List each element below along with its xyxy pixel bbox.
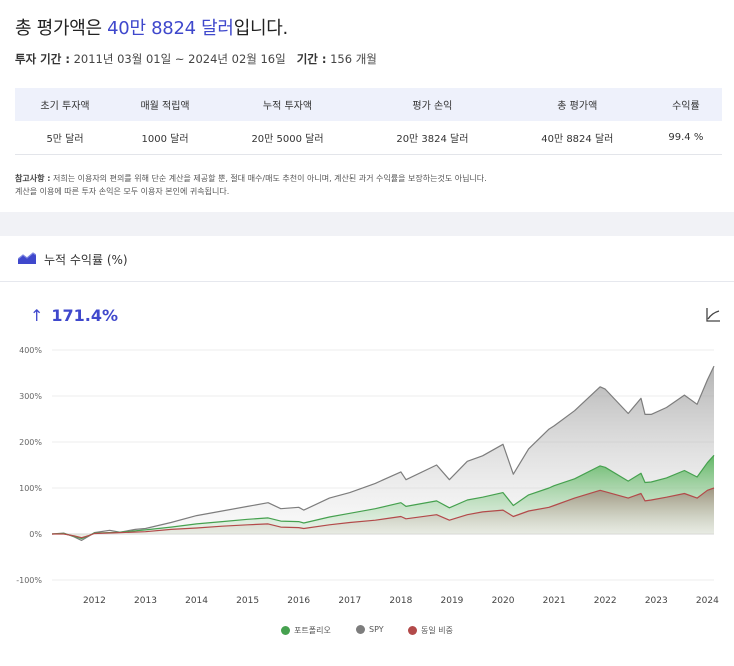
chart-areas <box>52 366 714 541</box>
cumulative-return-chart: 400% 300% 200% 100% 0% -100% 2012 2013 2014 2015… <box>16 346 719 606</box>
x-axis-ticks: 2012 2013 2014 2015 2016 2017 2018 2019 2020 2021… <box>83 596 719 606</box>
headline-prefix: 총 평가액은 <box>15 18 108 39</box>
chart-card: 누적 수익률 (%) 400% 300% 200% 100% 0% -100% 2012 2… <box>0 236 734 666</box>
y-tick-label: 0% <box>29 530 42 539</box>
x-tick-label: 2014 <box>185 596 208 606</box>
header-initial-investment: 초기 투자액 <box>15 88 116 121</box>
legend-portfolio-dot <box>281 626 290 635</box>
legend-item-portfolio[interactable]: 포트폴리오 <box>281 625 331 636</box>
y-tick-label: 300% <box>19 392 42 401</box>
x-tick-label: 2018 <box>389 596 412 606</box>
period-value: 2011년 03월 01일 ~ 2024년 02월 16일 <box>69 52 286 66</box>
x-tick-label: 2022 <box>594 596 617 606</box>
note-line-1: 저희는 이용자의 편의를 위해 단순 계산을 제공할 뿐, 절대 매수/매도 추… <box>50 174 487 183</box>
investment-period: 투자 기간 : 2011년 03월 01일 ~ 2024년 02월 16일 기간… <box>15 51 377 67</box>
duration-value: 156 개월 <box>326 52 377 66</box>
cell-return-rate: 99.4 % <box>649 121 722 155</box>
note-label: 참고사항 : <box>15 174 51 183</box>
cell-initial-investment: 5만 달러 <box>15 121 116 155</box>
y-tick-label: 100% <box>19 484 42 493</box>
chart-title: 누적 수익률 (%) <box>44 253 128 267</box>
chart-header: 누적 수익률 (%) <box>0 236 734 282</box>
x-tick-label: 2023 <box>645 596 668 606</box>
legend-spy-dot <box>356 625 365 634</box>
cell-total-invested: 20만 5000 달러 <box>215 121 360 155</box>
cell-profit-loss: 20만 3824 달러 <box>359 121 505 155</box>
x-tick-label: 2017 <box>338 596 361 606</box>
x-tick-label: 2015 <box>236 596 259 606</box>
cell-total-value: 40만 8824 달러 <box>504 121 650 155</box>
up-arrow-icon: ↑ <box>30 306 44 325</box>
legend-item-equal-weight[interactable]: 동일 비중 <box>408 625 453 636</box>
x-tick-label: 2021 <box>543 596 566 606</box>
x-tick-label: 2016 <box>287 596 310 606</box>
x-tick-label: 2012 <box>83 596 106 606</box>
legend-equal-weight-dot <box>408 626 417 635</box>
total-value: 40만 8824 달러 <box>107 18 234 39</box>
y-tick-label: 400% <box>19 346 42 355</box>
note-line-2: 계산을 이용에 따른 투자 손익은 모두 이용자 본인에 귀속됩니다. <box>15 187 230 196</box>
equal-weight-area <box>52 488 714 538</box>
y-tick-label: -100% <box>16 576 42 585</box>
y-tick-label: 200% <box>19 438 42 447</box>
area-chart-icon <box>18 252 36 264</box>
cumulative-return-value: 171.4% <box>51 306 119 325</box>
duration-label: 기간 : <box>296 52 327 66</box>
header-profit-loss: 평가 손익 <box>359 88 505 121</box>
cell-monthly-contribution: 1000 달러 <box>115 121 216 155</box>
x-tick-label: 2020 <box>492 596 515 606</box>
portfolio-line <box>51 454 715 540</box>
total-value-headline: 총 평가액은 40만 8824 달러입니다. <box>15 14 288 40</box>
x-tick-label: 2013 <box>134 596 157 606</box>
legend-spy-label: SPY <box>369 625 384 634</box>
equal-weight-line <box>52 487 715 539</box>
legend-equal-weight-label: 동일 비중 <box>421 626 453 635</box>
disclaimer-note: 참고사항 : 저희는 이용자의 편의를 위해 단순 계산을 제공할 뿐, 절대 … <box>15 172 487 198</box>
x-tick-label: 2024 <box>696 596 719 606</box>
summary-table-header: 초기 투자액 매월 적립액 누적 투자액 평가 손익 총 평가액 수익률 <box>15 88 722 121</box>
headline-suffix: 입니다. <box>233 18 289 39</box>
cumulative-return-summary: ↑ 171.4% <box>30 306 118 325</box>
table-row: 5만 달러 1000 달러 20만 5000 달러 20만 3824 달러 40… <box>15 121 722 155</box>
x-tick-label: 2019 <box>441 596 464 606</box>
legend-portfolio-label: 포트폴리오 <box>294 626 331 635</box>
header-total-invested: 누적 투자액 <box>215 88 360 121</box>
legend-item-spy[interactable]: SPY <box>356 625 384 634</box>
chart-type-toggle-icon[interactable] <box>704 306 722 324</box>
chart-lines <box>51 365 715 541</box>
header-monthly-contribution: 매월 적립액 <box>115 88 216 121</box>
header-total-value: 총 평가액 <box>504 88 650 121</box>
period-label: 투자 기간 : <box>15 52 70 66</box>
summary-card: 총 평가액은 40만 8824 달러입니다. 투자 기간 : 2011년 03월… <box>0 0 734 212</box>
header-return-rate: 수익률 <box>649 88 722 121</box>
y-axis-ticks: 400% 300% 200% 100% 0% -100% <box>16 346 42 585</box>
summary-table: 초기 투자액 매월 적립액 누적 투자액 평가 손익 총 평가액 수익률 5만 … <box>15 88 722 155</box>
